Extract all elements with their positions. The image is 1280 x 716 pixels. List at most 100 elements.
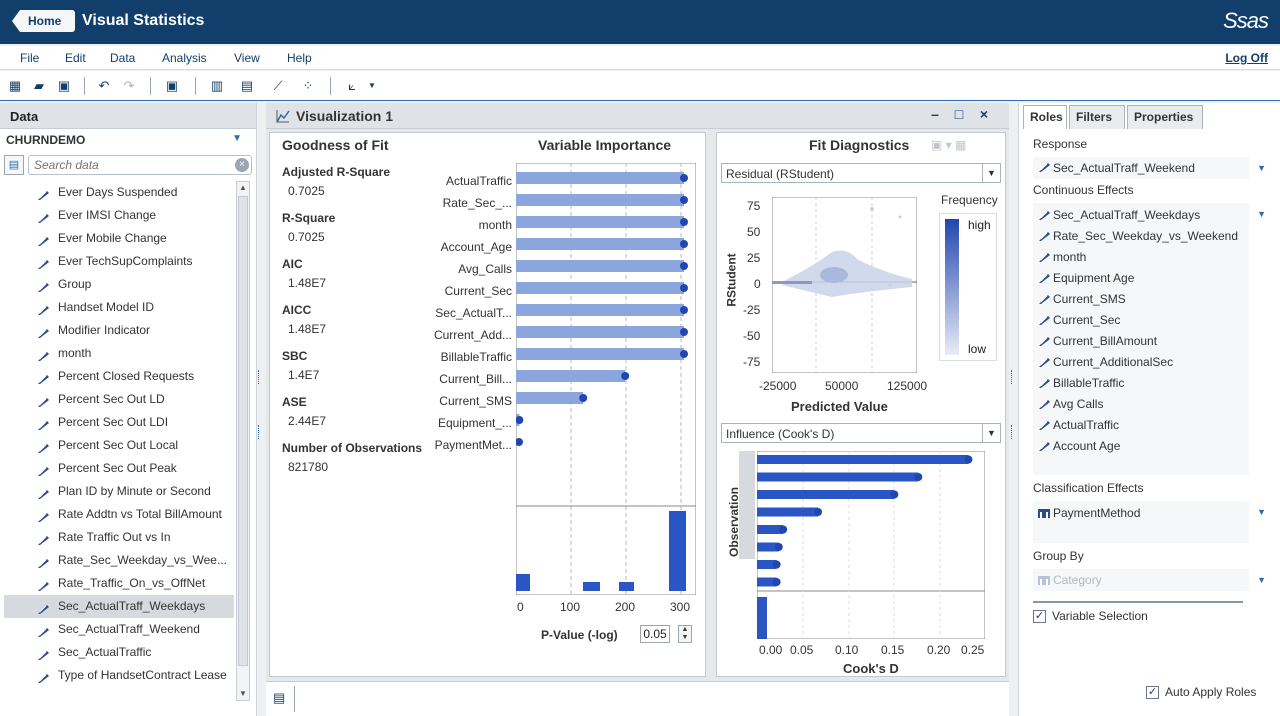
cook-bar[interactable]	[757, 560, 777, 569]
scroll-up-icon[interactable]: ▲	[239, 183, 247, 192]
log-off-link[interactable]: Log Off	[1225, 51, 1268, 65]
menu-file[interactable]: File	[20, 51, 40, 65]
variable-list-item[interactable]: Sec_ActualTraff_Weekdays	[4, 595, 234, 618]
scatter-icon[interactable]: ⁘	[302, 78, 314, 93]
chevron-down-icon[interactable]: ▼	[982, 164, 1000, 182]
chevron-down-icon[interactable]: ▼	[368, 81, 376, 90]
influence-select[interactable]: Influence (Cook's D) ▼	[721, 423, 1001, 443]
vi-bar[interactable]	[516, 172, 684, 184]
fit-icon[interactable]: ▣	[165, 78, 179, 93]
vi-bar[interactable]	[516, 304, 684, 316]
cook-bar[interactable]	[757, 455, 969, 464]
chevron-down-icon[interactable]: ▼	[1257, 163, 1266, 173]
clear-icon[interactable]: ×	[235, 158, 249, 172]
cook-bar[interactable]	[757, 525, 784, 534]
variable-list-item[interactable]: Plan ID by Minute or Second	[4, 480, 234, 503]
chevron-down-icon[interactable]: ▼	[1257, 507, 1266, 517]
residual-select[interactable]: Residual (RStudent) ▼	[721, 163, 1001, 183]
scrollbar[interactable]: ▲ ▼	[236, 181, 250, 701]
vi-bar[interactable]	[516, 392, 584, 404]
details-icon[interactable]: ▤	[273, 690, 286, 705]
variable-list-item[interactable]: Rate_Traffic_On_vs_OffNet	[4, 572, 234, 595]
variable-list-item[interactable]: Rate Addtn vs Total BillAmount	[4, 503, 234, 526]
undo-icon[interactable]: ↶	[98, 78, 110, 93]
variable-list-item[interactable]: Handset Model ID	[4, 296, 234, 319]
splitter-grip[interactable]	[258, 370, 261, 384]
variable-list-item[interactable]: Ever Days Suspended	[4, 181, 234, 204]
menu-edit[interactable]: Edit	[65, 51, 86, 65]
vi-bar[interactable]	[516, 238, 684, 250]
chevron-down-icon[interactable]: ▼	[1257, 575, 1266, 585]
home-button[interactable]: Home	[12, 10, 76, 32]
box-plot-icon[interactable]: ▤	[240, 78, 254, 93]
redo-icon[interactable]: ↷	[123, 78, 135, 93]
splitter-grip[interactable]	[1011, 425, 1014, 439]
cook-bar[interactable]	[757, 490, 895, 499]
bar-chart-icon[interactable]: ▥	[210, 78, 224, 93]
variable-selection-checkbox[interactable]: ✓	[1033, 610, 1046, 623]
variable-list-item[interactable]: Group	[4, 273, 234, 296]
data-source-icon[interactable]: ▤	[4, 155, 24, 175]
chevron-down-icon[interactable]: ▼	[982, 424, 1000, 442]
vi-bar[interactable]	[516, 194, 684, 206]
variable-list-item[interactable]: month	[4, 342, 234, 365]
variable-list-item[interactable]: Sec_ActualTraff_Weekend	[4, 618, 234, 641]
vi-bar[interactable]	[516, 216, 684, 228]
classification-variable: PaymentMethod	[1053, 506, 1141, 520]
menu-view[interactable]: View	[234, 51, 260, 65]
variable-list-item[interactable]: Ever TechSupComplaints	[4, 250, 234, 273]
search-input[interactable]	[28, 155, 252, 175]
classification-field[interactable]: PaymentMethod	[1033, 501, 1249, 543]
new-icon[interactable]: ▦	[8, 78, 22, 93]
variable-list-item[interactable]: Percent Sec Out LD	[4, 388, 234, 411]
vi-bar[interactable]	[516, 326, 684, 338]
scroll-thumb[interactable]	[238, 196, 248, 666]
variable-list-item[interactable]: Type of HandsetContract Lease	[4, 664, 234, 687]
scroll-down-icon[interactable]: ▼	[239, 689, 247, 698]
chart-options-icon[interactable]: ▣ ▾ ▦	[931, 138, 967, 152]
continuous-effects-list[interactable]: Sec_ActualTraff_Weekdays Rate_Sec_Weekday…	[1033, 203, 1249, 475]
auto-apply-checkbox[interactable]: ✓	[1146, 686, 1159, 699]
cook-bar[interactable]	[757, 472, 919, 482]
response-field[interactable]: Sec_ActualTraff_Weekend	[1033, 157, 1249, 179]
line-chart-icon[interactable]: ⟋	[273, 78, 283, 93]
variable-list-item[interactable]: Percent Sec Out LDI	[4, 411, 234, 434]
cook-bar[interactable]	[757, 577, 777, 587]
pvalue-stepper[interactable]: ▲ ▼	[678, 625, 692, 643]
variable-list-item[interactable]: Sec_ActualTraffic	[4, 641, 234, 664]
chevron-down-icon[interactable]: ▼	[232, 133, 242, 144]
cook-bar[interactable]	[757, 507, 819, 517]
maximize-icon[interactable]: □	[954, 106, 964, 122]
groupby-field[interactable]: Category	[1033, 569, 1249, 591]
variable-list-item[interactable]: Percent Closed Requests	[4, 365, 234, 388]
data-source[interactable]: CHURNDEMO ▼	[6, 133, 250, 147]
splitter-grip[interactable]	[1011, 370, 1014, 384]
vi-bar[interactable]	[516, 348, 684, 360]
vi-bar[interactable]	[516, 282, 684, 294]
cook-bar[interactable]	[757, 542, 779, 552]
variable-list-item[interactable]: Percent Sec Out Local	[4, 434, 234, 457]
vi-variable-label: Current_Add...	[433, 328, 512, 342]
variable-list-item[interactable]: Rate Traffic Out vs In	[4, 526, 234, 549]
model-icon[interactable]: ⟀	[348, 78, 356, 93]
chevron-down-icon[interactable]: ▼	[1257, 209, 1266, 219]
variable-list-item[interactable]: Percent Sec Out Peak	[4, 457, 234, 480]
menu-help[interactable]: Help	[287, 51, 312, 65]
tab-roles[interactable]: Roles	[1023, 105, 1067, 129]
pvalue-input[interactable]: 0.05	[640, 625, 670, 643]
open-icon[interactable]: ▰	[34, 78, 44, 93]
tab-properties[interactable]: Properties	[1127, 105, 1203, 129]
vi-bar[interactable]	[516, 260, 684, 272]
variable-list-item[interactable]: Rate_Sec_Weekday_vs_Wee...	[4, 549, 234, 572]
variable-list-item[interactable]: Modifier Indicator	[4, 319, 234, 342]
minimize-icon[interactable]: –	[931, 106, 939, 122]
save-icon[interactable]: ▣	[57, 78, 71, 93]
tab-filters[interactable]: Filters	[1069, 105, 1125, 129]
vi-bar[interactable]	[516, 370, 626, 382]
variable-list-item[interactable]: Ever Mobile Change	[4, 227, 234, 250]
variable-list-item[interactable]: Ever IMSI Change	[4, 204, 234, 227]
splitter-grip[interactable]	[258, 425, 261, 439]
menu-data[interactable]: Data	[110, 51, 136, 65]
menu-analysis[interactable]: Analysis	[162, 51, 207, 65]
close-icon[interactable]: ×	[979, 106, 989, 122]
